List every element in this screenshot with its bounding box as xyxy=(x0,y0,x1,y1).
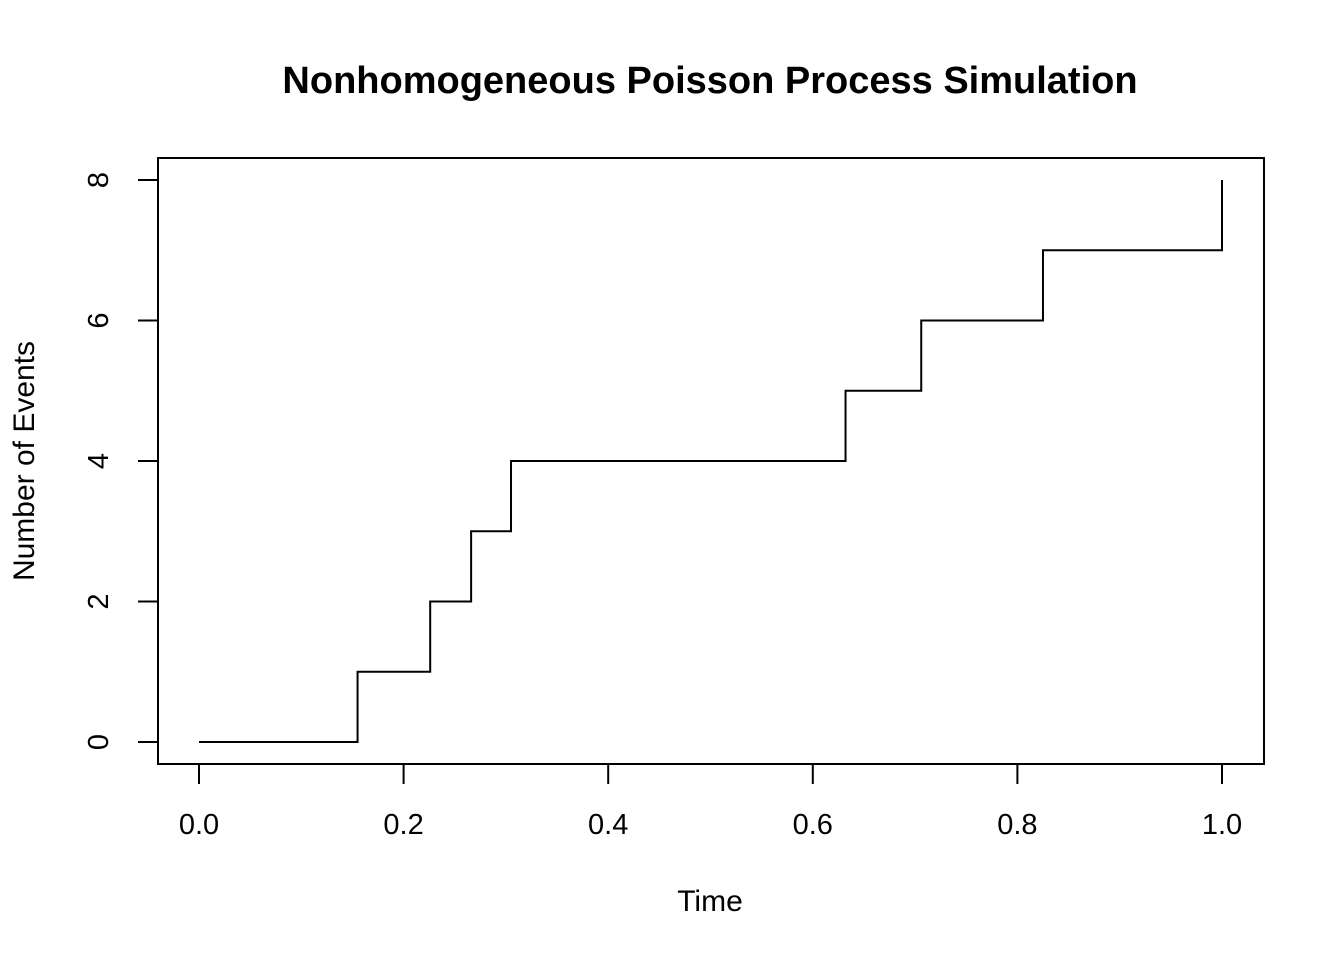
x-tick-label: 1.0 xyxy=(1202,809,1242,841)
series-line-step xyxy=(199,180,1223,743)
y-tick-label: 4 xyxy=(83,453,115,469)
x-tick-label: 0.0 xyxy=(179,809,219,841)
x-tick-label: 0.6 xyxy=(793,809,833,841)
y-tick-label: 6 xyxy=(83,312,115,328)
x-axis-label: Time xyxy=(677,885,743,918)
y-tick-label: 8 xyxy=(83,172,115,188)
chart-title: Nonhomogeneous Poisson Process Simulatio… xyxy=(282,60,1137,102)
y-axis: 0 2 4 6 8 xyxy=(83,172,158,750)
y-axis-label: Number of Events xyxy=(8,341,41,581)
x-tick-label: 0.8 xyxy=(997,809,1037,841)
y-tick-label: 2 xyxy=(83,593,115,609)
x-tick-label: 0.4 xyxy=(588,809,628,841)
x-axis: 0.0 0.2 0.4 0.6 0.8 1.0 xyxy=(179,764,1242,841)
x-tick-label: 0.2 xyxy=(383,809,423,841)
y-tick-label: 0 xyxy=(83,734,115,750)
